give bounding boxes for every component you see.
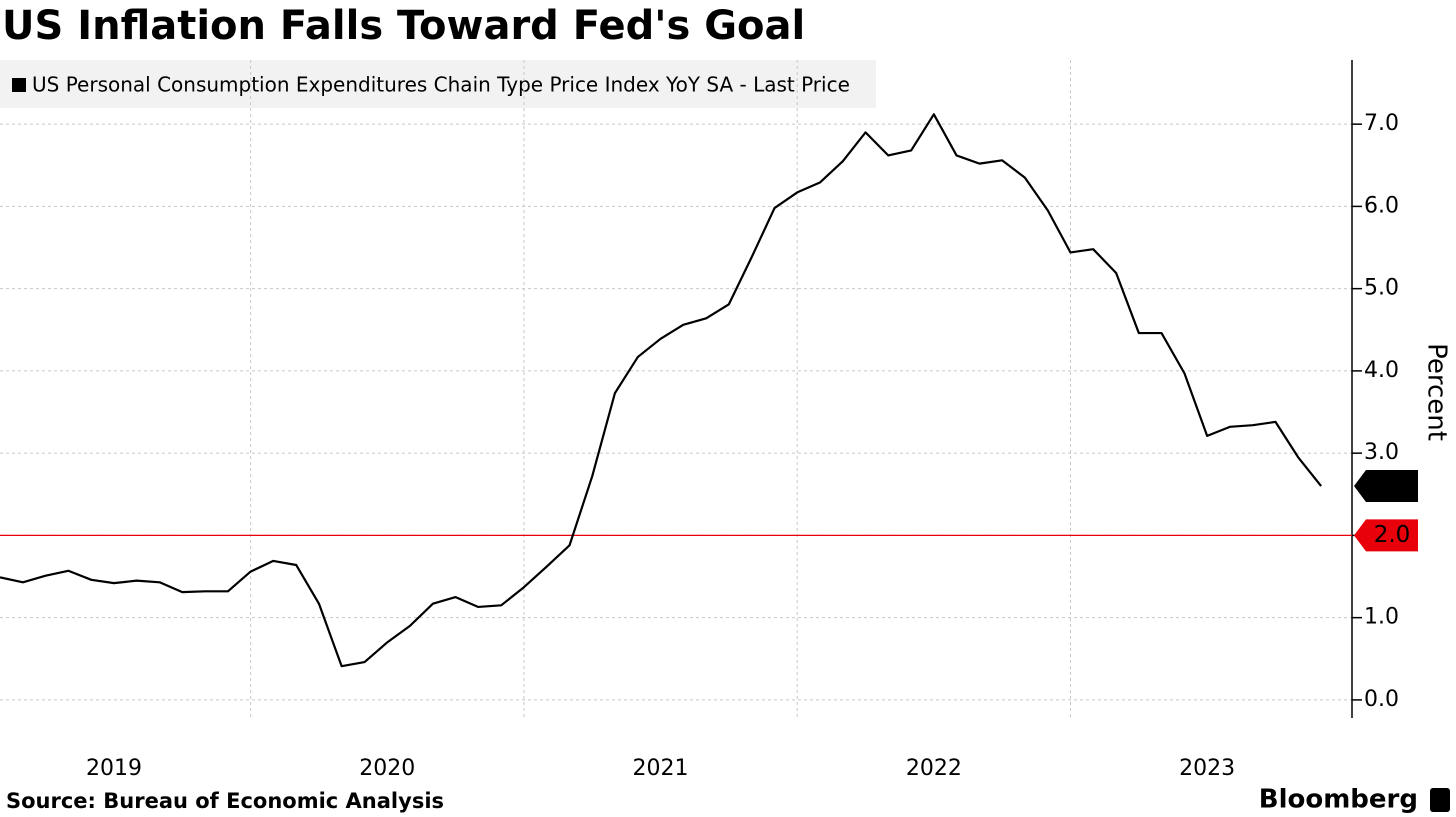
legend-label: US Personal Consumption Expenditures Cha…	[32, 73, 850, 97]
y-tick-label: 1.0	[1364, 605, 1399, 630]
y-axis-label: Percent	[1422, 343, 1452, 441]
x-tick-label: 2020	[359, 756, 415, 781]
y-tick-label: 3.0	[1364, 440, 1399, 465]
brand: Bloomberg	[1259, 785, 1418, 815]
x-tick-label: 2019	[86, 756, 142, 781]
reference-tag	[1354, 519, 1418, 552]
line	[0, 113, 1322, 668]
x-tick-label: 2021	[633, 756, 689, 781]
legend-swatch	[12, 78, 26, 92]
chart-title: US Inflation Falls Toward Fed's Goal	[2, 3, 805, 49]
y-tick-label: 7.0	[1364, 111, 1399, 136]
y-tick-label: 6.0	[1364, 193, 1399, 218]
x-tick-label: 2022	[906, 756, 962, 781]
source: Source: Bureau of Economic Analysis	[6, 789, 444, 813]
last-value-tag	[1354, 470, 1418, 503]
reference-label: 2.0	[1374, 522, 1411, 548]
y-tick-label: 0.0	[1364, 687, 1399, 712]
x-tick-label: 2023	[1179, 756, 1235, 781]
legend-box	[0, 60, 876, 108]
brand-icon	[1430, 788, 1450, 812]
y-tick-label: 5.0	[1364, 276, 1399, 301]
last-value-label: 2.6	[1374, 473, 1411, 499]
y-tick-label: 4.0	[1364, 358, 1399, 383]
